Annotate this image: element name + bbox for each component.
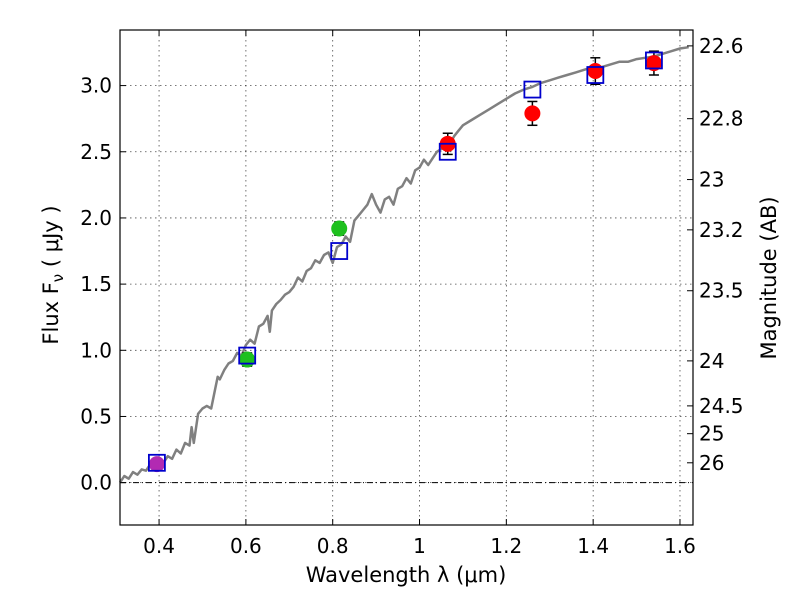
grid-layer	[120, 30, 693, 525]
y2-tick-label: 23	[699, 168, 724, 192]
y-tick-label: 2.5	[80, 140, 112, 164]
y-axis-label: Flux Fν ( μJy )	[39, 205, 67, 344]
y2-tick-label: 25	[699, 422, 724, 446]
model-photometry-square	[438, 142, 457, 161]
y-tick-label: 0.0	[80, 471, 112, 495]
y2-tick-label: 23.5	[699, 279, 744, 303]
model-photometry-square	[330, 242, 349, 260]
x-axis-label: Wavelength λ (μm)	[306, 563, 507, 587]
y-tick-label: 2.0	[80, 206, 112, 230]
error-bar-layer	[151, 50, 659, 471]
x-tick-label: 0.4	[143, 534, 175, 558]
observed-point	[645, 55, 662, 72]
observed-point	[524, 105, 541, 122]
model-photometry-square	[586, 66, 605, 84]
y-tick-label: 0.5	[80, 404, 112, 428]
model-spectrum-line	[118, 45, 689, 484]
model-photometry-square	[523, 80, 542, 99]
observed-point	[148, 456, 165, 473]
y-axis-label-main: Flux F	[39, 282, 63, 344]
observed-point	[331, 220, 348, 237]
model-photometry-square	[238, 346, 257, 365]
x-tick-label: 0.8	[317, 534, 349, 558]
model-photometry-layer	[147, 51, 663, 472]
y-tick-label: 3.0	[80, 74, 112, 98]
y-tick-label: 1.5	[80, 272, 112, 296]
y-axis-label-unit: ( μJy )	[39, 205, 63, 273]
x-tick-label: 0.6	[230, 534, 262, 558]
x-tick-label: 1	[413, 534, 426, 558]
y2-axis-label: Magnitude (AB)	[757, 196, 781, 359]
y-tick-label: 1.0	[80, 338, 112, 362]
x-tick-label: 1.4	[577, 534, 609, 558]
y2-tick-label: 23.2	[699, 218, 744, 242]
y2-tick-label: 24.5	[699, 394, 744, 418]
y2-tick-label: 26	[699, 451, 724, 475]
model-photometry-square	[645, 51, 663, 70]
y2-tick-label: 24	[699, 349, 724, 373]
observed-points-layer	[148, 55, 662, 473]
observed-point	[239, 351, 256, 368]
observed-point	[587, 63, 604, 80]
y2-tick-label: 22.6	[699, 34, 744, 58]
model-spectrum-layer	[118, 45, 689, 484]
y-axis-label-subscript: ν	[49, 274, 67, 282]
model-photometry-square	[147, 453, 166, 472]
ticks-layer: 0.4 0.6 0.8 1 1.2 1.4 1.6 0.0 0.5 1.0 1.5 2.0 2.5 3.0…	[80, 30, 744, 558]
y2-tick-label: 22.8	[699, 107, 744, 131]
x-tick-label: 1.2	[490, 534, 522, 558]
x-tick-label: 1.6	[664, 534, 696, 558]
plot-frame	[119, 29, 694, 526]
